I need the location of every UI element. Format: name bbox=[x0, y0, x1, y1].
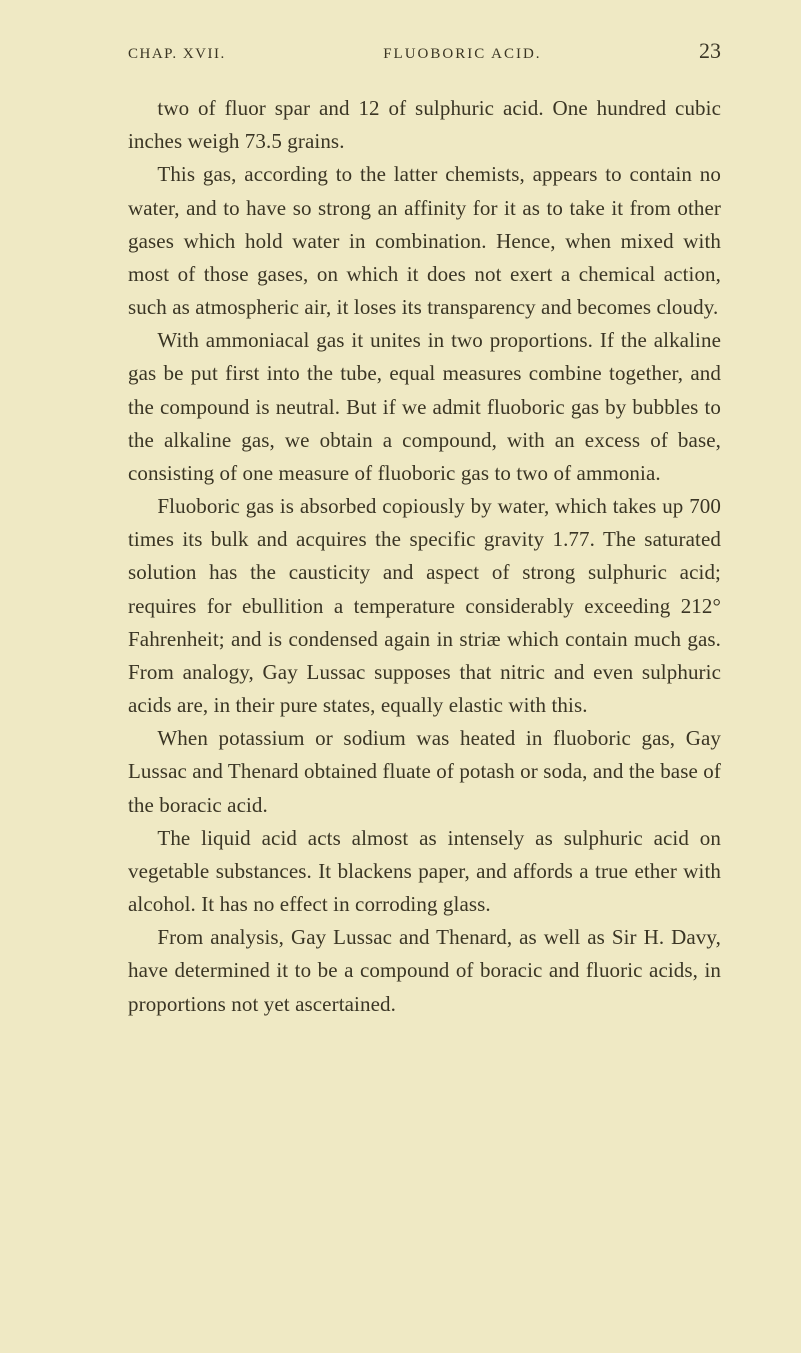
chapter-label: CHAP. XVII. bbox=[128, 46, 226, 63]
paragraph: With ammoniacal gas it unites in two pro… bbox=[128, 324, 721, 490]
paragraph: When potassium or sodium was heated in f… bbox=[128, 722, 721, 822]
paragraph: This gas, according to the latter chemis… bbox=[128, 158, 721, 324]
section-title: FLUOBORIC ACID. bbox=[226, 46, 699, 63]
paragraph: two of fluor spar and 12 of sulphuric ac… bbox=[128, 92, 721, 158]
document-page: CHAP. XVII. FLUOBORIC ACID. 23 two of fl… bbox=[0, 0, 801, 1071]
body-text: two of fluor spar and 12 of sulphuric ac… bbox=[128, 92, 721, 1021]
page-number: 23 bbox=[699, 38, 721, 64]
paragraph: The liquid acid acts almost as intensely… bbox=[128, 822, 721, 922]
paragraph: Fluoboric gas is absorbed copiously by w… bbox=[128, 490, 721, 722]
paragraph: From analysis, Gay Lussac and Thenard, a… bbox=[128, 921, 721, 1021]
page-header: CHAP. XVII. FLUOBORIC ACID. 23 bbox=[128, 38, 721, 64]
